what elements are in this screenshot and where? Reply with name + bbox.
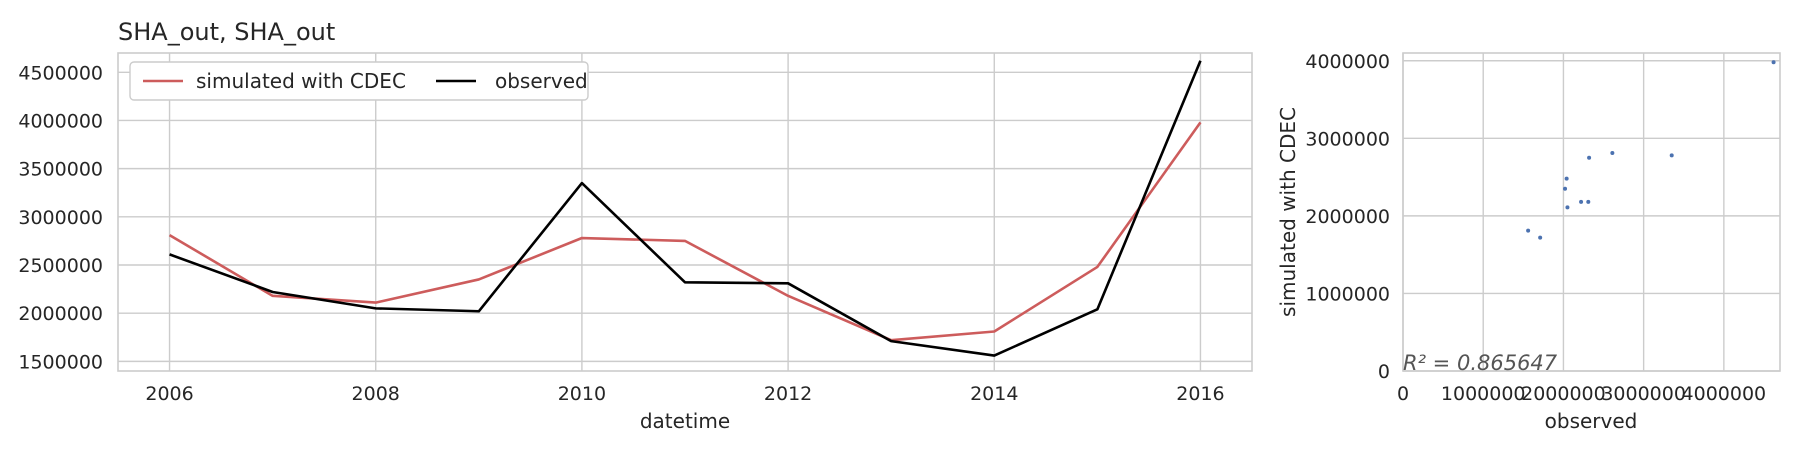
series-observed-line bbox=[169, 60, 1202, 357]
r-squared-annotation: R² = 0.865647 bbox=[1403, 351, 1558, 375]
x-tick-label: 2012 bbox=[764, 383, 812, 405]
y-tick-label: 2000000 bbox=[18, 303, 103, 325]
series-simulated-line bbox=[168, 121, 1202, 342]
legend: simulated with CDEC observed bbox=[129, 61, 589, 101]
x-tick-label: 2006 bbox=[145, 383, 193, 405]
line-chart-frame bbox=[117, 52, 1253, 372]
x-tick-label: 2016 bbox=[1176, 383, 1224, 405]
scatter-point bbox=[1579, 199, 1584, 204]
scatter-point bbox=[1587, 155, 1592, 160]
legend-label-observed: observed bbox=[495, 69, 588, 93]
line-chart-series bbox=[168, 60, 1202, 357]
line-chart-title: SHA_out, SHA_out bbox=[118, 18, 335, 46]
scatter-point bbox=[1564, 176, 1569, 181]
scatter-point bbox=[1538, 235, 1543, 240]
y-tick-label: 4500000 bbox=[18, 62, 103, 84]
y-tick-label: 1500000 bbox=[18, 351, 103, 373]
y-tick-label: 3500000 bbox=[18, 159, 103, 181]
line-chart-x-ticks: 2006 2008 2010 2012 2014 2016 bbox=[145, 383, 1224, 405]
x-tick-label: 2010 bbox=[558, 383, 606, 405]
scatter-point bbox=[1565, 205, 1570, 210]
scatter-point bbox=[1771, 60, 1776, 65]
y-tick-label: 2500000 bbox=[18, 255, 103, 277]
scatter-x-tick-label: 3000000 bbox=[1601, 383, 1686, 405]
x-tick-label: 2014 bbox=[970, 383, 1018, 405]
scatter-y-label: simulated with CDEC bbox=[1276, 107, 1300, 317]
scatter-y-tick-label: 1000000 bbox=[1305, 283, 1390, 305]
scatter-point bbox=[1563, 186, 1568, 191]
scatter-x-tick-label: 2000000 bbox=[1521, 383, 1606, 405]
y-tick-label: 3000000 bbox=[18, 207, 103, 229]
scatter-x-tick-label: 0 bbox=[1397, 383, 1409, 405]
scatter-y-tick-label: 3000000 bbox=[1305, 128, 1390, 150]
scatter-frame bbox=[1402, 52, 1781, 372]
y-tick-label: 4000000 bbox=[18, 110, 103, 132]
scatter-point bbox=[1586, 199, 1591, 204]
scatter-y-tick-label: 4000000 bbox=[1305, 51, 1390, 73]
scatter-point bbox=[1669, 153, 1674, 158]
scatter-points bbox=[1526, 60, 1776, 240]
line-chart-x-label: datetime bbox=[640, 409, 730, 433]
scatter-x-tick-label: 4000000 bbox=[1682, 383, 1767, 405]
line-chart-grid bbox=[118, 53, 1252, 371]
scatter-grid bbox=[1402, 53, 1780, 372]
scatter-x-tick-label: 1000000 bbox=[1441, 383, 1526, 405]
scatter-point bbox=[1526, 228, 1531, 233]
scatter-x-label: observed bbox=[1545, 409, 1638, 433]
scatter-y-tick-label: 2000000 bbox=[1305, 206, 1390, 228]
legend-label-simulated: simulated with CDEC bbox=[196, 69, 406, 93]
scatter-point bbox=[1610, 151, 1615, 156]
x-tick-label: 2008 bbox=[352, 383, 400, 405]
line-chart: SHA_out, SHA_out 2006 2008 2010 2012 2014 201… bbox=[18, 18, 1253, 433]
line-chart-y-ticks: 1500000 2000000 2500000 3000000 3500000 40000… bbox=[18, 62, 103, 373]
legend-box bbox=[129, 61, 589, 101]
scatter-y-tick-label: 0 bbox=[1378, 361, 1390, 383]
scatter-y-ticks: 0 1000000 2000000 3000000 4000000 bbox=[1305, 51, 1390, 383]
